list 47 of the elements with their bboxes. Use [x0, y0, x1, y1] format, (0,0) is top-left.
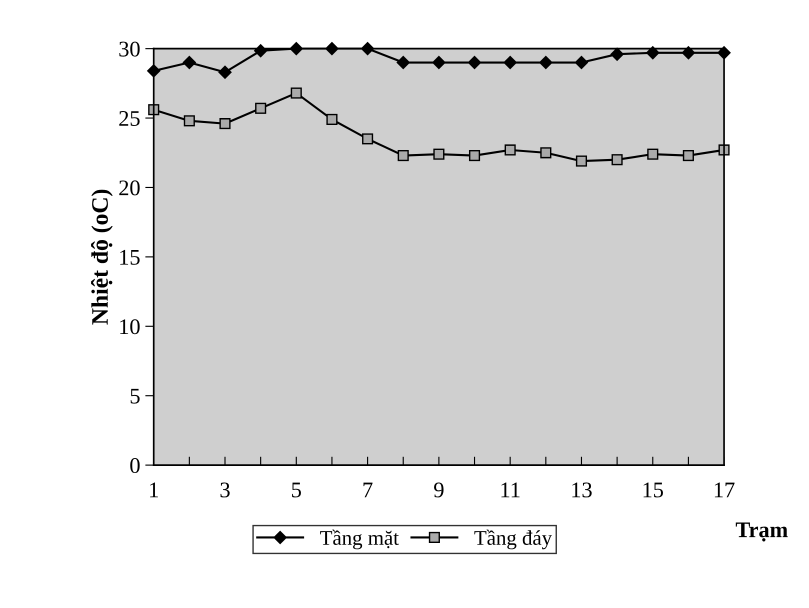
y-tick-label: 0 — [130, 458, 140, 474]
y-tick-label: 20 — [119, 180, 140, 196]
x-tick-label: 9 — [434, 482, 444, 498]
y-tick-label: 10 — [120, 319, 140, 334]
y-tick-label: 30 — [119, 42, 140, 57]
point — [468, 56, 482, 70]
point — [255, 102, 266, 114]
point — [218, 66, 232, 79]
point — [396, 56, 410, 70]
legend-label: Tầng mặt — [320, 530, 399, 550]
x-tick-label: 7 — [364, 482, 373, 498]
x-tick-label: 3 — [220, 482, 230, 498]
x-tick-label: 1 — [150, 482, 158, 498]
point — [612, 154, 623, 166]
x-axis-title: Trạm — [736, 522, 788, 542]
point — [398, 150, 409, 162]
x-tick-label: 15 — [644, 482, 664, 498]
point — [182, 56, 196, 70]
point — [504, 56, 517, 70]
y-tick-label: 5 — [130, 388, 140, 404]
y-tick-label: 25 — [119, 111, 140, 126]
point — [362, 133, 374, 144]
legend-label: Tầng đáy — [474, 530, 552, 550]
x-tick-label: 5 — [292, 482, 301, 498]
point — [148, 104, 160, 116]
point — [574, 56, 588, 70]
point — [576, 156, 588, 167]
point — [646, 46, 660, 60]
point — [432, 56, 446, 70]
point — [326, 114, 338, 125]
point — [610, 48, 624, 61]
point — [433, 148, 444, 160]
point — [504, 144, 516, 156]
point — [682, 150, 694, 162]
y-tick-label: 15 — [120, 250, 140, 265]
point — [539, 56, 552, 70]
point — [540, 147, 552, 158]
point — [184, 115, 195, 126]
x-tick-label: 17 — [714, 482, 735, 498]
x-tick-label: 13 — [572, 482, 592, 498]
point — [647, 148, 658, 160]
point — [682, 46, 695, 60]
x-tick-label: 11 — [501, 482, 520, 498]
point — [290, 88, 302, 99]
point — [219, 118, 231, 130]
y-axis-title: Nhiệt độ (oC) — [91, 190, 113, 325]
point — [468, 150, 480, 162]
